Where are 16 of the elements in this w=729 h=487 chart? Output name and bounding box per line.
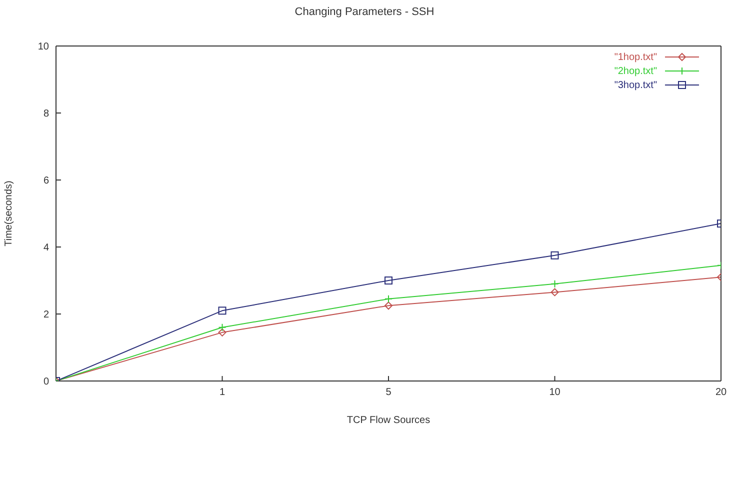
- y-tick-label: 10: [38, 42, 50, 53]
- y-axis-title: Time(seconds): [4, 180, 15, 246]
- x-tick-label: 1: [219, 387, 226, 398]
- y-tick-label: 2: [43, 310, 50, 321]
- legend-label: "1hop.txt": [614, 52, 657, 62]
- y-tick-label: 0: [43, 376, 50, 388]
- y-tick-label: 8: [43, 108, 50, 120]
- x-tick-label: 10: [549, 387, 561, 398]
- x-tick-label: 20: [715, 387, 727, 398]
- x-tick-label: 5: [386, 387, 392, 398]
- chart-title: Changing Parameters - SSH: [294, 6, 436, 18]
- y-tick-label: 6: [43, 176, 50, 187]
- legend-label: "2hop.txt": [614, 66, 657, 76]
- x-axis-title: TCP Flow Sources: [346, 415, 430, 426]
- y-tick-label: 4: [43, 242, 50, 254]
- legend-label: "3hop.txt": [614, 80, 657, 90]
